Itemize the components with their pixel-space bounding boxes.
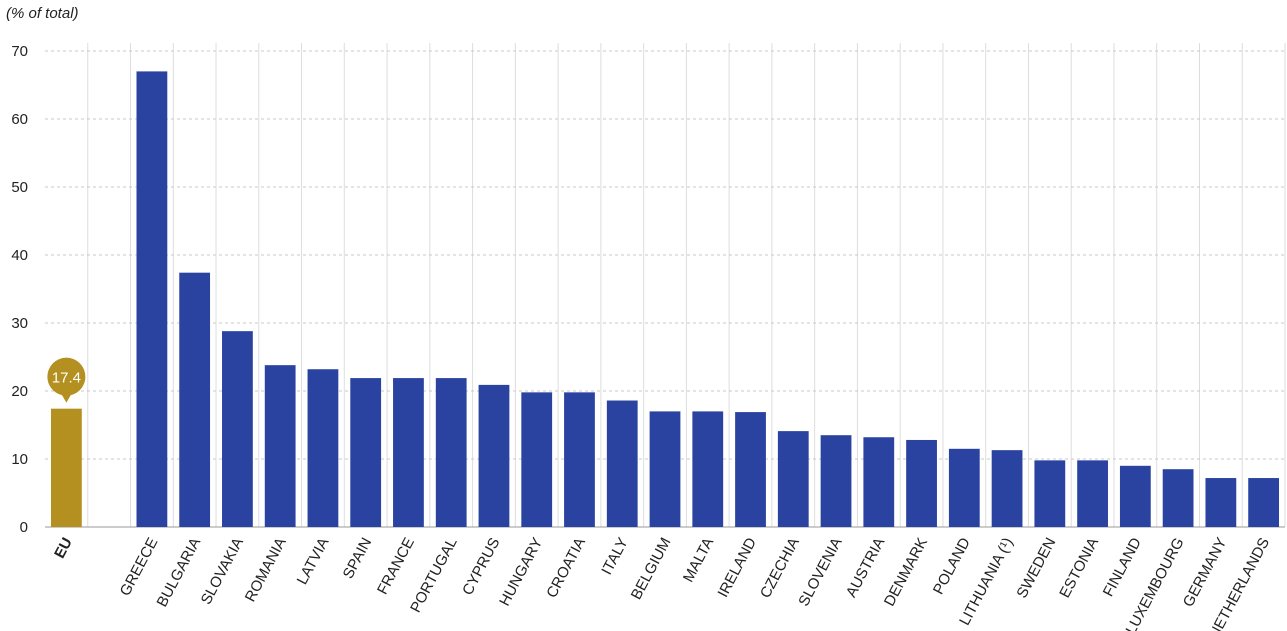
bar (692, 411, 724, 527)
x-tick-label: EU (51, 535, 76, 561)
y-tick-label: 40 (11, 247, 28, 264)
x-tick-label: IRELAND (715, 535, 761, 601)
x-tick-label: POLAND (930, 535, 974, 598)
bar (948, 448, 980, 527)
bar (906, 439, 937, 527)
x-tick-label: MALTA (680, 535, 717, 585)
y-tick-label: 50 (11, 179, 28, 196)
bar (1248, 478, 1280, 527)
y-tick-label: 70 (11, 43, 28, 60)
y-axis-label: (% of total) (6, 5, 79, 22)
bar (735, 412, 766, 527)
x-tick-label: SPAIN (340, 535, 376, 582)
y-tick-label: 10 (11, 451, 28, 468)
x-tick-label: FRANCE (374, 535, 418, 597)
x-tick-label: AUSTRIA (843, 535, 889, 600)
y-tick-label: 20 (11, 383, 28, 400)
x-tick-label: GREECE (117, 535, 162, 599)
x-tick-label: SWEDEN (1013, 535, 1059, 601)
bar (606, 400, 638, 527)
bar (777, 431, 809, 527)
bar (478, 384, 510, 527)
bar (1162, 469, 1194, 527)
x-tick-label: CROATIA (543, 535, 589, 601)
x-tick-label: BULGARIA (154, 535, 205, 610)
bar (649, 411, 681, 527)
y-tick-label: 30 (11, 315, 28, 332)
data-label: 17.4 (52, 370, 81, 387)
x-tick-label: HUNGARY (496, 535, 546, 609)
bar (50, 408, 82, 527)
bar (179, 272, 211, 527)
bar (350, 378, 382, 527)
x-tick-label: SLOVAKIA (198, 535, 247, 608)
x-tick-label: ROMANIA (242, 535, 290, 605)
bar (1205, 478, 1237, 527)
x-tick-label: DENMARK (881, 535, 931, 609)
x-tick-label: ITALY (598, 535, 632, 578)
bar (991, 450, 1023, 527)
x-tick-label: CYPRUS (459, 535, 503, 598)
bar (521, 392, 553, 527)
bar (393, 378, 424, 527)
bar (564, 392, 595, 527)
x-tick-label: FINLAND (1100, 535, 1145, 600)
bar (1077, 460, 1108, 527)
bar (435, 378, 467, 527)
bar (307, 369, 339, 527)
label-bubble (47, 357, 86, 396)
bar (820, 435, 852, 527)
bar (1119, 465, 1151, 527)
x-tick-label: LATVIA (294, 535, 333, 588)
bar (264, 365, 296, 527)
x-tick-label: ESTONIA (1056, 535, 1102, 601)
x-tick-label: SLOVENIA (795, 535, 845, 609)
x-tick-label: BELGIUM (628, 535, 675, 603)
bar (136, 71, 168, 528)
bar (1034, 460, 1066, 527)
x-tick-label: CZECHIA (757, 535, 803, 601)
y-tick-label: 60 (11, 111, 28, 128)
y-tick-label: 0 (20, 519, 28, 536)
bar (863, 437, 895, 527)
x-tick-label: GERMANY (1180, 535, 1231, 610)
bar (222, 331, 253, 527)
